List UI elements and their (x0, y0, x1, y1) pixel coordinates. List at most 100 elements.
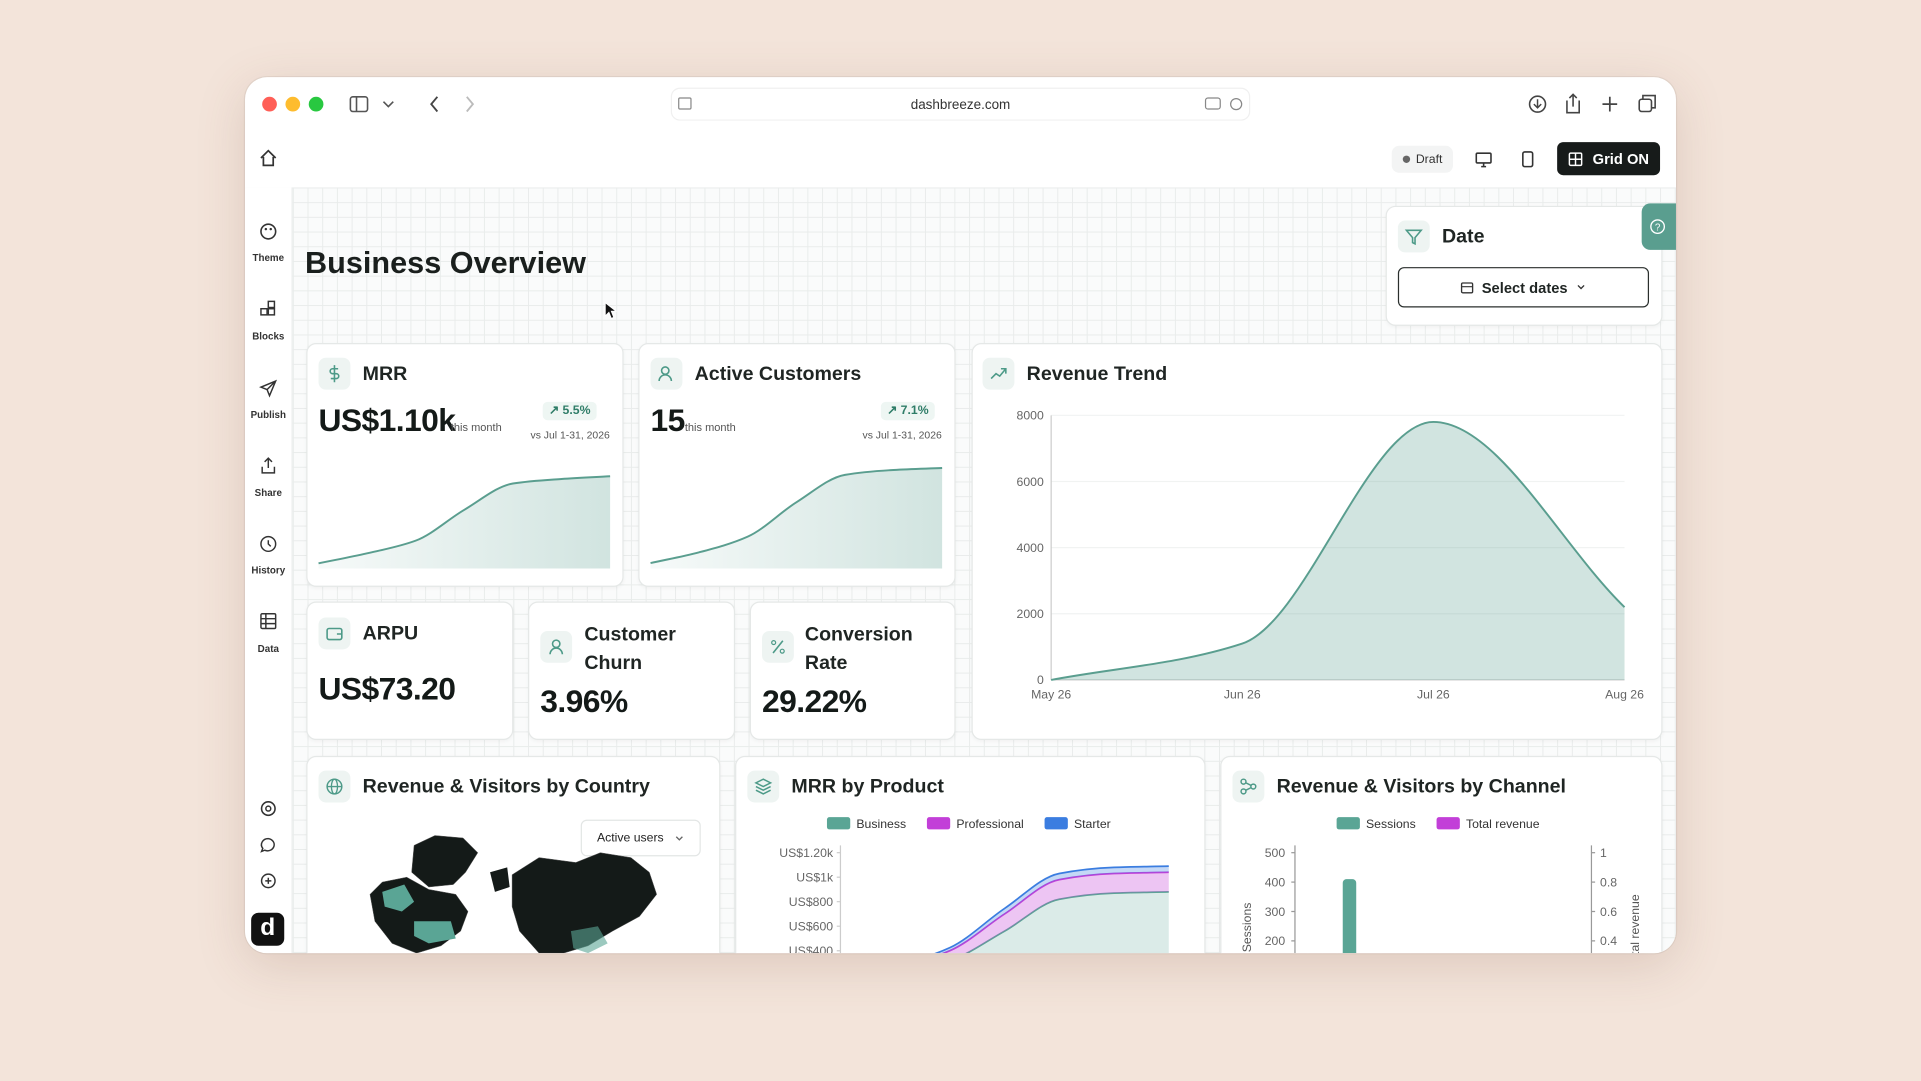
kpi-icon (650, 357, 683, 390)
filter-icon (1397, 220, 1430, 253)
select-dates[interactable]: Select dates (1397, 267, 1650, 308)
kpi-title: Active Customers (694, 363, 862, 385)
sparkline (650, 467, 943, 565)
kpi-change: ↗ 7.1% (880, 401, 935, 421)
kpi-comparison: vs Jul 1-31, 2026 (862, 428, 942, 442)
y-tick-label: 6000 (1017, 475, 1044, 489)
y-tick-label: US$600 (789, 919, 833, 933)
stat-icon (318, 617, 351, 650)
sparkline-area (650, 467, 943, 569)
dropdown-label: Active users (596, 831, 664, 845)
chat-icon[interactable] (259, 836, 279, 856)
stat-icon (540, 630, 573, 663)
sidebar-toggle[interactable] (349, 95, 369, 113)
share[interactable] (1566, 93, 1580, 114)
publish-icon[interactable] (259, 379, 279, 399)
zoom[interactable] (308, 96, 324, 112)
stacked-line (965, 891, 1169, 954)
history-icon[interactable] (259, 534, 279, 554)
minimize[interactable] (285, 96, 301, 112)
blocks-icon[interactable] (259, 300, 279, 320)
sidebar-item[interactable]: Blocks (252, 330, 285, 342)
x-tick-label: Jun 26 (1224, 687, 1261, 701)
y2-tick-label: 0.4 (1600, 934, 1617, 948)
bar (1342, 879, 1357, 954)
x-tick-label: Jul 26 (1417, 687, 1450, 701)
data-icon[interactable] (259, 611, 279, 631)
browser-toolbar: dashbreeze.com (262, 87, 1656, 121)
kpi-value: 15 (650, 401, 686, 439)
downloads[interactable] (1528, 95, 1547, 113)
new-tab[interactable] (1602, 96, 1618, 112)
kpi-period: this month (450, 421, 502, 434)
stacked-area (943, 872, 1169, 954)
legend-label: Business (856, 817, 906, 831)
y-tick-label: 0 (1037, 673, 1044, 687)
y-tick-label: 500 (1265, 846, 1286, 860)
status-pill[interactable]: Draft (1391, 145, 1454, 173)
sidebar-item[interactable]: History (251, 564, 286, 576)
home[interactable] (259, 148, 279, 168)
legend-swatch (1436, 817, 1460, 830)
sidebar-item[interactable]: Theme (252, 252, 285, 264)
x-tick-label: May 26 (1031, 687, 1071, 701)
sidebar-item[interactable]: Share (254, 487, 282, 499)
kpi-comparison: vs Jul 1-31, 2026 (530, 428, 610, 442)
sidebar-item[interactable]: Data (257, 643, 279, 655)
address-bar[interactable] (670, 87, 1251, 121)
sidebar-item[interactable]: Publish (250, 409, 286, 421)
kpi-change-value: 5.5% (562, 404, 591, 418)
desktop-view[interactable] (1474, 149, 1494, 169)
y-tick-label: 8000 (1017, 409, 1044, 423)
help-icon[interactable] (259, 799, 279, 819)
tabs[interactable] (1638, 98, 1653, 113)
logo[interactable]: d (251, 912, 285, 946)
map-title: Revenue & Visitors by Country (362, 776, 650, 798)
help-tab[interactable]: ? (1641, 203, 1676, 250)
y-tick-label: 4000 (1017, 541, 1044, 555)
legend-swatch (826, 817, 851, 830)
grid-toggle[interactable]: Grid ON (1557, 142, 1661, 176)
y-tick-label: 300 (1265, 905, 1286, 919)
kpi-value: US$1.10k (318, 401, 456, 439)
y-tick-label: US$800 (789, 895, 833, 909)
legend-label: Sessions (1366, 817, 1416, 831)
stat-title: Conversion Rate (804, 624, 913, 674)
share-icon[interactable] (259, 456, 279, 476)
stat-value: 3.96% (540, 682, 628, 720)
chart-icon (1232, 770, 1265, 803)
mobile-view[interactable] (1518, 149, 1538, 169)
area (1051, 421, 1625, 680)
kpi-icon (318, 357, 351, 390)
legend-swatch (1044, 817, 1068, 830)
stat-title: Customer Churn (584, 624, 676, 674)
chart-icon (982, 357, 1015, 390)
stacked-line (941, 871, 1169, 954)
chart-title: Revenue & Visitors by Channel (1276, 776, 1566, 798)
kpi-change: ↗ 5.5% (542, 401, 597, 421)
map-icon (318, 770, 351, 803)
url: dashbreeze.com (911, 97, 1011, 112)
grid-label: Grid ON (1592, 150, 1650, 168)
theme-icon[interactable] (259, 222, 279, 242)
stacked-line (934, 865, 1169, 954)
stat-value: US$73.20 (318, 670, 456, 707)
y-tick-label: 2000 (1017, 607, 1044, 621)
metric-dropdown[interactable]: Active users (580, 819, 701, 857)
sparkline (318, 475, 611, 565)
stacked-area (966, 891, 1169, 954)
feedback-icon[interactable] (259, 871, 279, 891)
stat-title: ARPU (362, 623, 419, 645)
svg-text:?: ? (1655, 222, 1661, 233)
back[interactable] (430, 96, 439, 113)
close[interactable] (262, 96, 277, 112)
y2-tick-label: 0.6 (1600, 905, 1617, 919)
select-dates-label: Select dates (1481, 278, 1568, 296)
y-tick-label: 400 (1265, 875, 1286, 889)
status: Draft (1415, 152, 1443, 167)
legend-label: Starter (1074, 817, 1111, 831)
line (1050, 420, 1626, 681)
forward[interactable] (466, 96, 475, 113)
stat-value: 29.22% (762, 682, 867, 720)
